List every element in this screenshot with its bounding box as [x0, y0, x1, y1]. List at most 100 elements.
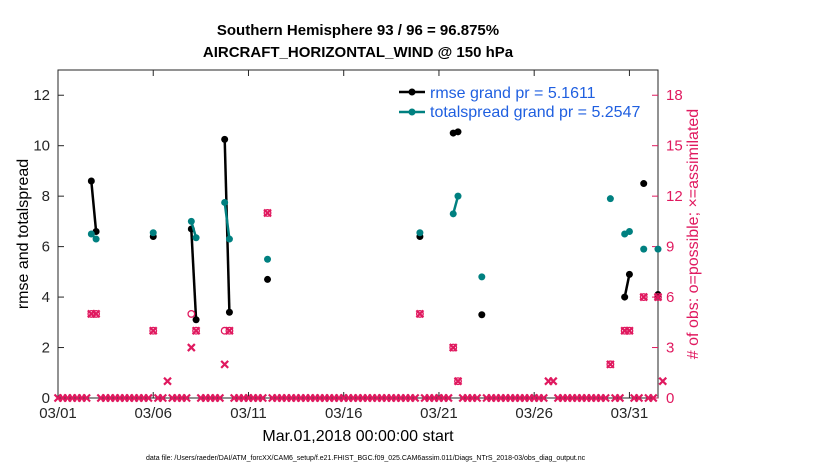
obs-assimilated-marker: [648, 393, 658, 403]
obs-assimilated-marker: [82, 393, 91, 403]
obs-assimilated-marker: [606, 360, 615, 369]
y-right-tick-label: 18: [666, 87, 683, 104]
obs-assimilated-marker: [220, 360, 229, 369]
y-right-tick-label: 15: [666, 138, 683, 155]
y-left-tick-label: 6: [42, 239, 50, 256]
y-left-tick-label: 8: [42, 188, 50, 205]
y-axis-right: 0 3 6 9 12 15 18: [652, 87, 683, 407]
obs-assimilated-marker: [158, 393, 168, 403]
x-tick-label: 03/31: [611, 405, 649, 422]
rmse-point: [640, 180, 648, 188]
obs-possible-marker: [192, 326, 201, 335]
legend-rmse-marker: [408, 88, 416, 96]
x-tick-label: 03/06: [134, 405, 172, 422]
rmse-line: [190, 228, 198, 320]
footnote: data file: /Users/raeder/DAI/ATM_forcXX/…: [146, 455, 586, 462]
rmse-point: [625, 270, 633, 278]
legend-spread-marker: [408, 108, 416, 116]
obs-assimilated-marker: [215, 393, 225, 403]
rmse-point: [221, 135, 229, 143]
spread-point: [92, 235, 100, 243]
obs-assimilated-marker: [634, 393, 644, 403]
plot-area: [57, 69, 659, 399]
rmse-line: [623, 274, 631, 298]
obs-assimilated-marker: [148, 326, 158, 335]
series-layer: [87, 104, 662, 324]
obs-assimilated-marker: [601, 393, 610, 403]
obs-assimilated-marker: [639, 292, 648, 302]
obs-assimilated-marker: [625, 326, 634, 335]
spread-point: [187, 217, 195, 225]
legend-box: [395, 80, 650, 124]
obs-assimilated-marker: [410, 393, 420, 403]
y-right-tick-label: 0: [666, 390, 674, 407]
spread-line: [223, 202, 231, 240]
spread-point: [640, 245, 648, 253]
spread-point: [606, 195, 614, 203]
y-right-tick-label: 9: [666, 239, 674, 256]
obs-possible-marker: [263, 209, 272, 217]
obs-assimilated-marker: [263, 208, 272, 218]
obs-assimilated-marker: [182, 393, 191, 403]
rmse-point: [621, 293, 629, 301]
obs-assimilated-marker: [225, 326, 234, 335]
spread-point: [221, 198, 229, 206]
spread-point: [654, 245, 662, 253]
chart-title-line1: Southern Hemisphere 93 / 96 = 96.875%: [217, 22, 499, 39]
obs-possible-marker: [449, 343, 458, 352]
chart-title-line2: AIRCRAFT_HORIZONTAL_WIND @ 150 hPa: [203, 44, 514, 61]
y-right-tick-label: 6: [666, 289, 674, 306]
obs-assimilated-marker: [539, 393, 548, 403]
obs-assimilated-marker: [144, 393, 153, 403]
spread-point: [625, 227, 633, 235]
x-tick-label: 03/01: [39, 405, 77, 422]
x-tick-label: 03/16: [325, 405, 363, 422]
rmse-line: [90, 180, 98, 232]
y-left-tick-label: 12: [33, 87, 50, 104]
obs-assimilated-marker: [653, 292, 663, 302]
spread-point: [416, 229, 424, 237]
rmse-point: [478, 311, 486, 319]
obs-assimilated-marker: [444, 393, 453, 403]
obs-assimilated-marker: [415, 309, 425, 319]
legend: rmse grand pr = 5.1611 totalspread grand…: [395, 80, 650, 124]
y-right-tick-label: 12: [666, 188, 683, 205]
spread-point: [478, 273, 486, 281]
spread-point: [264, 255, 272, 263]
spread-point: [192, 234, 200, 242]
obs-assimilated-marker: [258, 393, 268, 403]
legend-spread-label: totalspread grand pr = 5.2547: [430, 104, 640, 121]
spread-point: [149, 229, 157, 237]
rmse-point: [192, 316, 200, 324]
y-axis-right-label: # of obs: o=possible; ×=assimilated: [685, 109, 702, 359]
obs-assimilated-marker: [91, 309, 101, 319]
obs-assimilated-marker: [453, 376, 463, 386]
obs-assimilated-marker: [472, 393, 482, 403]
obs-assimilated-marker: [658, 376, 668, 386]
spread-point: [225, 235, 233, 243]
x-tick-label: 03/21: [420, 405, 458, 422]
y-right-tick-label: 3: [666, 340, 674, 357]
obs-possible-marker: [654, 293, 662, 302]
obs-assimilated-marker: [448, 343, 458, 352]
obs-possible-marker: [187, 309, 196, 318]
obs-assimilated-marker: [615, 393, 625, 403]
obs-assimilated-marker: [548, 376, 558, 386]
y-axis-left-label: rmse and totalspread: [15, 159, 32, 309]
obs-assimilated-marker: [163, 376, 172, 386]
x-axis-label: Mar.01,2018 00:00:00 start: [262, 428, 454, 445]
rmse-point: [454, 128, 462, 136]
x-tick-label: 03/11: [230, 405, 266, 422]
obs-possible-marker: [639, 293, 648, 302]
x-tick-label: 03/26: [515, 405, 553, 422]
spread-point: [87, 230, 95, 238]
obs-assimilated-marker: [191, 326, 201, 335]
y-axis-left: 0 2 4 6 8 10 12: [33, 87, 64, 407]
y-left-tick-label: 0: [42, 390, 50, 407]
rmse-point: [225, 308, 233, 316]
y-left-tick-label: 10: [33, 138, 50, 155]
obs-assimilated-marker: [187, 343, 196, 352]
y-left-tick-label: 2: [42, 340, 50, 357]
legend-rmse-label: rmse grand pr = 5.1611: [430, 85, 596, 102]
